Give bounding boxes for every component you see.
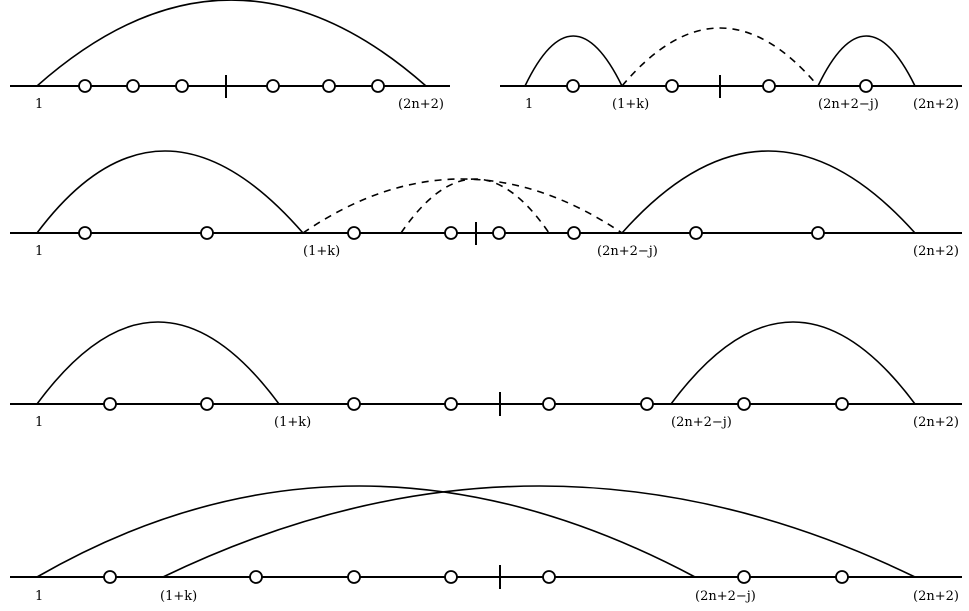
panel-a: 1 (2n+2) bbox=[10, 0, 450, 112]
panel-e-label-j: (2n+2−j) bbox=[695, 589, 756, 604]
panel-d: 1 (1+k) (2n+2−j) (2n+2) bbox=[10, 321, 962, 430]
panel-e-node bbox=[737, 570, 751, 584]
panel-c-label-start: 1 bbox=[35, 244, 43, 259]
panel-a-label-start: 1 bbox=[35, 97, 43, 112]
panel-c-node bbox=[567, 226, 581, 240]
panel-b-node bbox=[665, 79, 679, 93]
panel-a-node bbox=[175, 79, 189, 93]
panel-e-label-k: (1+k) bbox=[160, 589, 197, 604]
panel-e-label-start: 1 bbox=[35, 589, 43, 604]
panel-d-label-k: (1+k) bbox=[274, 415, 311, 430]
panel-d-node bbox=[542, 397, 556, 411]
panel-c-node bbox=[689, 226, 703, 240]
panel-c: 1 (1+k) (2n+2−j) (2n+2) bbox=[10, 150, 962, 259]
panel-b-left-arc bbox=[524, 35, 623, 87]
panel-b-dashed-arc bbox=[621, 27, 819, 87]
panel-c-node bbox=[444, 226, 458, 240]
panel-d-label-j: (2n+2−j) bbox=[671, 415, 732, 430]
panel-e-node bbox=[347, 570, 361, 584]
panel-b-node bbox=[859, 79, 873, 93]
panel-c-right-arc bbox=[621, 150, 916, 234]
panel-c-node bbox=[492, 226, 506, 240]
panel-c-label-end: (2n+2) bbox=[913, 244, 959, 259]
panel-c-outer-dashed-arc bbox=[302, 178, 623, 234]
panel-c-left-arc bbox=[36, 150, 304, 234]
panel-c-label-k: (1+k) bbox=[303, 244, 340, 259]
panel-e: 1 (1+k) (2n+2−j) (2n+2) bbox=[10, 485, 962, 604]
panel-e-second-arc bbox=[162, 485, 916, 578]
panel-c-inner-dashed-arc bbox=[400, 178, 550, 234]
panel-d-node bbox=[103, 397, 117, 411]
panel-b-label-j: (2n+2−j) bbox=[818, 97, 879, 112]
panel-d-node bbox=[347, 397, 361, 411]
panel-e-node bbox=[249, 570, 263, 584]
panel-d-node bbox=[737, 397, 751, 411]
panel-c-node bbox=[78, 226, 92, 240]
panel-a-node bbox=[78, 79, 92, 93]
panel-e-node bbox=[103, 570, 117, 584]
panel-a-node bbox=[371, 79, 385, 93]
panel-e-first-arc bbox=[36, 485, 696, 578]
panel-d-label-start: 1 bbox=[35, 415, 43, 430]
panel-d-left-arc bbox=[36, 321, 280, 405]
panel-b-right-arc bbox=[817, 35, 916, 87]
panel-c-node bbox=[347, 226, 361, 240]
panel-d-node bbox=[640, 397, 654, 411]
panel-d-label-end: (2n+2) bbox=[913, 415, 959, 430]
panel-b-label-end: (2n+2) bbox=[913, 97, 959, 112]
panel-b-node bbox=[566, 79, 580, 93]
panel-e-node bbox=[444, 570, 458, 584]
panel-e-label-end: (2n+2) bbox=[913, 589, 959, 604]
panel-d-node bbox=[835, 397, 849, 411]
panel-b-label-start: 1 bbox=[525, 97, 533, 112]
panel-e-node bbox=[542, 570, 556, 584]
panel-a-node bbox=[126, 79, 140, 93]
panel-b-node bbox=[762, 79, 776, 93]
panel-e-node bbox=[835, 570, 849, 584]
panel-d-node bbox=[444, 397, 458, 411]
panel-b: 1 (1+k) (2n+2−j) (2n+2) bbox=[500, 27, 962, 112]
panel-d-right-arc bbox=[670, 321, 916, 405]
panel-c-label-j: (2n+2−j) bbox=[597, 244, 658, 259]
panel-c-node bbox=[811, 226, 825, 240]
panel-c-node bbox=[200, 226, 214, 240]
panel-a-arc bbox=[36, 0, 427, 87]
panel-d-node bbox=[200, 397, 214, 411]
panel-b-label-k: (1+k) bbox=[612, 97, 649, 112]
panel-a-node bbox=[322, 79, 336, 93]
panel-a-node bbox=[266, 79, 280, 93]
panel-a-label-end: (2n+2) bbox=[398, 97, 444, 112]
